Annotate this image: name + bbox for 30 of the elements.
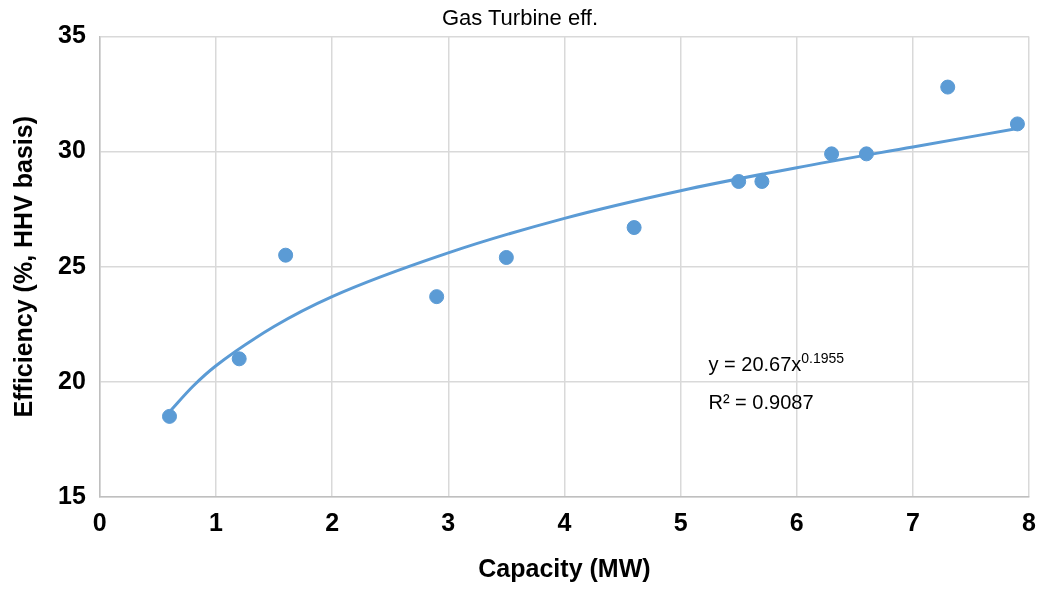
- chart-title: Gas Turbine eff.: [441, 5, 599, 31]
- point: [731, 173, 747, 189]
- x-tick-label: 4: [557, 507, 572, 536]
- x-tick-label: 8: [1022, 507, 1037, 536]
- point: [858, 146, 874, 162]
- x-axis-title: Capacity (MW): [478, 553, 651, 582]
- x-tick-label: 7: [905, 507, 920, 536]
- x-tick-label: 2: [325, 507, 340, 536]
- x-tick-label: 0: [92, 507, 107, 536]
- y-tick-label: 20: [58, 365, 86, 394]
- x-tick-label: 1: [209, 507, 224, 536]
- point: [824, 146, 840, 162]
- point: [231, 351, 247, 367]
- y-tick-label: 25: [58, 250, 86, 279]
- x-tick-label: 5: [673, 507, 688, 536]
- point: [162, 408, 177, 424]
- y-tick-label: 15: [58, 480, 86, 509]
- point: [1009, 116, 1025, 132]
- y-tick-label: 35: [58, 20, 86, 49]
- point: [754, 173, 770, 189]
- y-axis-title: Efficiency (%, HHV basis): [8, 115, 37, 418]
- y-tick-label: 30: [58, 135, 86, 164]
- x-tick-label: 3: [441, 507, 456, 536]
- point: [429, 289, 445, 305]
- x-tick-label: 6: [789, 507, 804, 536]
- annotation: R² = 0.9087: [708, 391, 814, 414]
- point: [940, 79, 956, 95]
- point: [498, 249, 514, 265]
- point: [278, 247, 294, 263]
- point: [626, 220, 642, 236]
